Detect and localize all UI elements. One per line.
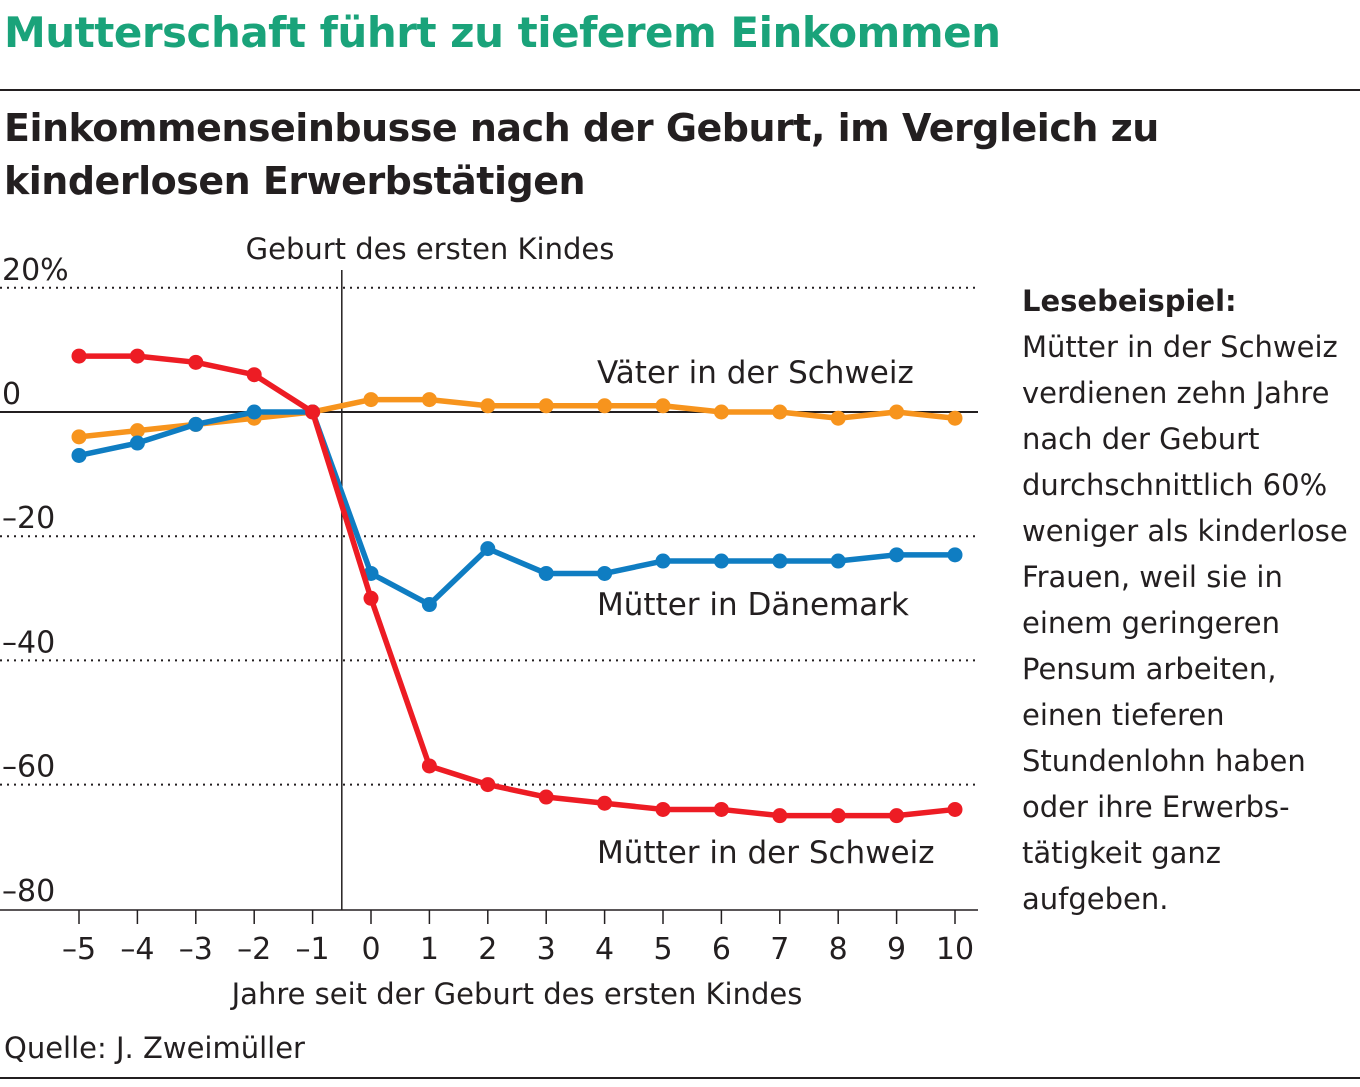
- data-point: [830, 553, 846, 569]
- series-labels: Väter in der Schweiz Mütter in Dänemark Mü…: [597, 355, 935, 871]
- data-point: [363, 590, 379, 606]
- y-axis-ticks: 20% 0 –20 –40 –60 –80: [2, 253, 69, 909]
- data-point: [71, 447, 87, 463]
- y-tick-label: 20%: [2, 253, 69, 288]
- birth-marker-label: Geburt des ersten Kindes: [246, 232, 615, 266]
- data-point: [129, 435, 145, 451]
- series-label: Mütter in der Schweiz: [597, 835, 935, 871]
- reading-example: Lesebeispiel: Mütter in der Schweiz verd…: [1022, 278, 1360, 922]
- series-label: Mütter in Dänemark: [597, 587, 909, 623]
- x-axis-title: Jahre seit der Geburt des ersten Kindes: [230, 977, 803, 1011]
- data-point: [597, 398, 613, 414]
- series-line: [76, 409, 958, 608]
- data-point: [538, 789, 554, 805]
- data-point: [655, 553, 671, 569]
- data-point: [129, 348, 145, 364]
- data-point: [188, 354, 204, 370]
- x-tick-label: 5: [653, 932, 672, 967]
- x-tick-label: –4: [120, 932, 154, 967]
- x-tick-label: 10: [936, 932, 974, 967]
- x-axis-ticks: –5 –4 –3 –2 –1 0 1 2 3 4 5 6 7 8 9 10: [62, 910, 974, 967]
- data-point: [655, 398, 671, 414]
- data-point: [305, 404, 321, 420]
- data-point: [713, 404, 729, 420]
- data-point: [772, 808, 788, 824]
- data-point: [889, 808, 905, 824]
- x-tick-label: 1: [420, 932, 439, 967]
- header-divider: [0, 89, 1360, 91]
- data-point: [597, 795, 613, 811]
- data-point: [421, 392, 437, 408]
- x-tick-label: 2: [478, 932, 497, 967]
- data-point: [597, 565, 613, 581]
- line-chart: 20%0–20–40–60–80 Geburt des ersten Kinde…: [0, 232, 978, 1011]
- data-point: [655, 801, 671, 817]
- data-point: [830, 410, 846, 426]
- data-point: [772, 553, 788, 569]
- chart-subtitle: Einkommenseinbusse nach der Geburt, im V…: [4, 106, 1159, 203]
- x-tick-label: –3: [179, 932, 213, 967]
- x-tick-label: –1: [296, 932, 330, 967]
- y-tick-label: –80: [2, 874, 55, 909]
- x-tick-label: 4: [595, 932, 614, 967]
- data-point: [772, 404, 788, 420]
- series-label: Väter in der Schweiz: [597, 355, 914, 391]
- x-tick-label: 3: [537, 932, 556, 967]
- chart-title: Mutterschaft führt zu tieferem Einkommen: [4, 8, 1001, 57]
- data-point: [480, 398, 496, 414]
- data-point: [713, 553, 729, 569]
- data-point: [129, 423, 145, 439]
- data-point: [538, 398, 554, 414]
- data-point: [947, 410, 963, 426]
- data-point: [480, 541, 496, 557]
- data-point: [246, 404, 262, 420]
- x-tick-label: 6: [712, 932, 731, 967]
- footer-divider: [0, 1077, 1360, 1079]
- data-point: [713, 801, 729, 817]
- x-tick-label: 9: [887, 932, 906, 967]
- x-tick-label: 8: [829, 932, 848, 967]
- data-point: [71, 429, 87, 445]
- x-tick-label: 7: [770, 932, 789, 967]
- y-tick-label: –20: [2, 501, 55, 536]
- data-point: [421, 597, 437, 613]
- reading-example-heading: Lesebeispiel:: [1022, 284, 1237, 318]
- data-point: [947, 801, 963, 817]
- data-point: [71, 348, 87, 364]
- y-tick-label: 0: [2, 377, 21, 412]
- series-line: [76, 353, 958, 819]
- data-series: [71, 348, 963, 824]
- data-point: [830, 808, 846, 824]
- data-point: [889, 547, 905, 563]
- data-point: [480, 777, 496, 793]
- data-point: [538, 565, 554, 581]
- y-tick-label: –60: [2, 750, 55, 785]
- data-point: [246, 367, 262, 383]
- data-point: [363, 392, 379, 408]
- source-note: Quelle: J. Zweimüller: [4, 1031, 305, 1065]
- reading-example-text: Mütter in der Schweiz verdienen zehn Jah…: [1022, 330, 1348, 916]
- series-line: [76, 396, 958, 440]
- data-point: [947, 547, 963, 563]
- y-tick-label: –40: [2, 625, 55, 660]
- data-point: [188, 416, 204, 432]
- data-point: [421, 758, 437, 774]
- x-tick-label: –2: [237, 932, 271, 967]
- data-point: [889, 404, 905, 420]
- x-tick-label: –5: [62, 932, 96, 967]
- x-tick-label: 0: [361, 932, 380, 967]
